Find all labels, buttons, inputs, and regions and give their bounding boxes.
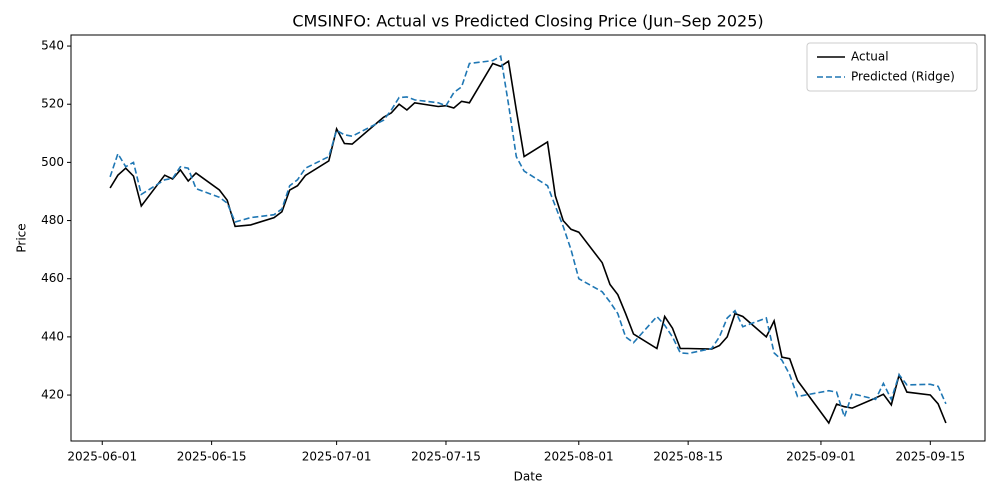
x-tick-label: 2025-09-01 <box>786 450 856 464</box>
y-tick-label: 480 <box>41 213 64 227</box>
y-axis-label: Price <box>15 223 29 252</box>
line-series <box>109 59 947 425</box>
legend-label: Predicted (Ridge) <box>851 70 955 84</box>
x-tick-label: 2025-07-01 <box>302 450 372 464</box>
legend-box <box>806 42 978 92</box>
y-tick-label: 420 <box>41 388 64 402</box>
x-tick-label: 2025-08-15 <box>653 450 723 464</box>
x-tick-label: 2025-06-01 <box>67 450 137 464</box>
y-tick-label: 500 <box>41 155 64 169</box>
legend-label: Actual <box>851 50 889 64</box>
x-tick-label: 2025-07-15 <box>411 450 481 464</box>
y-tick-label: 460 <box>41 271 64 285</box>
x-tick-label: 2025-09-15 <box>895 450 965 464</box>
plot-frame <box>70 34 986 442</box>
y-tick-label: 520 <box>41 97 64 111</box>
line-series <box>109 54 947 420</box>
x-tick-label: 2025-06-15 <box>177 450 247 464</box>
y-tick-label: 540 <box>41 39 64 53</box>
y-tick-label: 440 <box>41 329 64 343</box>
chart-title: CMSINFO: Actual vs Predicted Closing Pri… <box>292 12 763 31</box>
x-tick-label: 2025-08-01 <box>544 450 614 464</box>
x-axis-label: Date <box>514 470 543 484</box>
